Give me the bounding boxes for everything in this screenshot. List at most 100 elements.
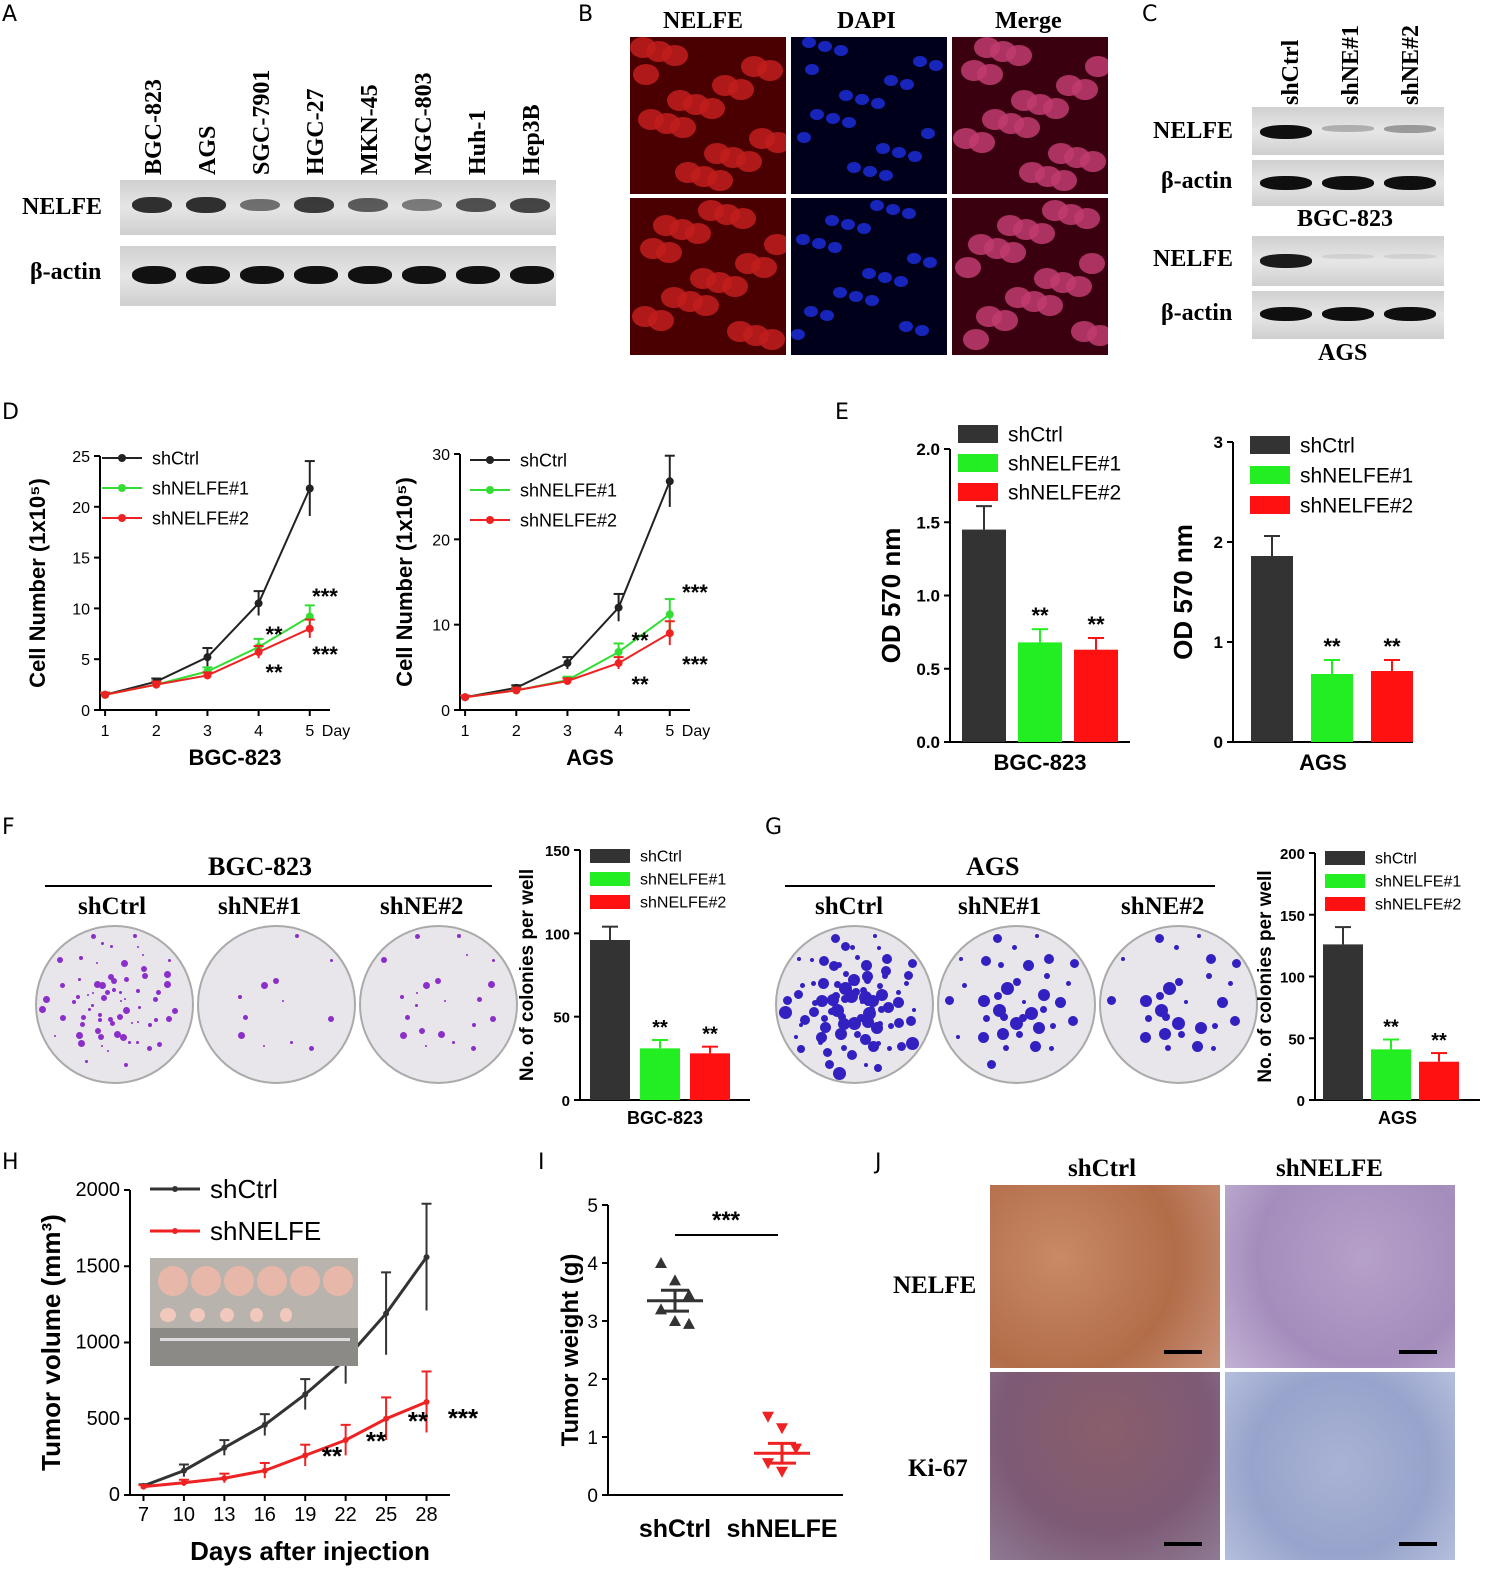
colony-dishF-0-17: [91, 1003, 95, 1007]
colony-dishF-2-15: [415, 933, 421, 939]
colony-dishF-1-9: [242, 1015, 248, 1021]
colony-dishG-1-9: [982, 1015, 990, 1023]
cell-1-1-9: [878, 272, 892, 284]
colony-title-f: BGC-823: [208, 852, 312, 881]
cell-0-0-21: [707, 170, 733, 191]
colony-dishG-0-79: [868, 1005, 876, 1013]
colony-dishF-0-40: [123, 1062, 128, 1067]
cell-1-1-10: [915, 325, 929, 337]
legend-marker: [118, 514, 126, 522]
colony-dishG-1-37: [1025, 1006, 1039, 1020]
data-point-shNELFE: [776, 1423, 788, 1435]
colony-dishG-2-9: [1144, 1015, 1152, 1023]
legend-label-shNELFE#1: shNELFE#1: [1300, 464, 1413, 487]
colony-dishG-0-72: [796, 1045, 805, 1054]
cell-1-2-20: [1037, 295, 1063, 316]
colony-dishG-0-9: [820, 1015, 828, 1023]
significance-mark: **: [1087, 612, 1105, 637]
significance-mark: **: [702, 1024, 718, 1046]
lane-label-c-2: shNE#2: [1398, 24, 1424, 105]
colony-dishG-2-7: [1163, 982, 1177, 996]
colony-dishF-0-50: [171, 1007, 178, 1014]
tumor-bot-2: [220, 1308, 234, 1322]
legend-swatch: [1325, 874, 1365, 888]
cell-0-1-7: [921, 128, 935, 140]
legend-swatch: [1250, 466, 1290, 484]
band-nelfe-a-2: [240, 198, 280, 212]
colony-dishF-1-5: [329, 958, 333, 962]
cell-1-1-2: [899, 321, 913, 333]
colony-dishF-0-22: [97, 1013, 102, 1018]
colony-dishF-0-47: [119, 991, 123, 994]
colony-dishF-2-12: [415, 992, 418, 995]
legend-label-shNELFE#2: shNELFE#2: [1375, 897, 1461, 914]
colony-dishG-0-4: [816, 995, 829, 1008]
significance-mark: **: [631, 628, 649, 653]
data-point-shCtrl: [563, 659, 572, 668]
significance-mark: **: [1383, 634, 1401, 659]
colony-dishF-0-34: [135, 988, 140, 993]
cell-1-1-1: [862, 268, 876, 280]
x-unit: Day: [322, 723, 350, 740]
colony-dishF-2-20: [381, 957, 387, 964]
y-tick-label: 2.0: [916, 440, 940, 459]
y-tick-label: 20: [432, 532, 450, 549]
y-axis-label: Cell Number (1x10⁵): [25, 478, 50, 688]
colony-dishG-0-87: [905, 1037, 919, 1051]
x-unit: Day: [682, 723, 710, 740]
colony-dishF-0-29: [138, 1005, 142, 1009]
colony-dishG-0-81: [861, 971, 873, 983]
bar-shCtrl: [962, 529, 1006, 742]
colony-dishG-1-13: [1065, 980, 1071, 986]
colony-dishF-0-56: [98, 1034, 105, 1041]
colony-rule-f: [45, 885, 492, 887]
ihc-ki67-shctrl: [990, 1372, 1220, 1560]
colony-dishG-0-78: [828, 961, 839, 972]
lane-label-a-2: SGC-7901: [249, 69, 275, 175]
legend-label-shNELFE#2: shNELFE#2: [520, 510, 617, 530]
y-tick-label: 15: [72, 551, 90, 568]
bar-shCtrl: [1251, 556, 1293, 742]
colony-dishF-1-3: [309, 1045, 315, 1051]
y-tick-label: 10: [432, 618, 450, 635]
colony-dishF-0-28: [78, 956, 83, 961]
legend-marker: [172, 1186, 178, 1192]
colony-dishG-0-5: [907, 958, 917, 968]
data-point-shNELFE#2: [254, 648, 263, 657]
y-tick-label: 10: [72, 601, 90, 618]
x-tick-label: 1: [101, 723, 110, 740]
y-axis-label: OD 570 nm: [876, 528, 906, 664]
tumor-top-0: [158, 1266, 188, 1296]
colony-dishes-g: [770, 925, 1260, 1090]
colony-dishG-0-76: [876, 982, 883, 989]
colony-dishG-2-16: [1211, 1022, 1218, 1029]
panel-label-h: H: [2, 1150, 19, 1175]
colony-dishG-2-5: [1231, 958, 1241, 968]
significance-mark: **: [265, 622, 283, 647]
band-c-2-1: [1322, 254, 1374, 259]
y-tick-label: 2: [587, 1370, 598, 1391]
colony-dishes-f: [30, 925, 520, 1090]
colony-dishG-1-10: [1035, 933, 1040, 938]
colony-dishG-0-83: [811, 981, 817, 987]
cell-1-1-13: [886, 204, 900, 216]
band-actin-a-0: [132, 266, 176, 284]
bar-shNELFE#1: [1311, 674, 1353, 742]
cell-1-1-18: [791, 329, 805, 341]
colony-dishF-0-44: [107, 974, 114, 981]
band-actin-a-5: [402, 266, 446, 284]
y-tick-label: 25: [72, 449, 90, 466]
colony-dishG-0-40: [863, 1062, 868, 1067]
blot-actin-c1: [1252, 160, 1444, 206]
colony-dishG-1-11: [1030, 1041, 1042, 1053]
data-point-shNELFE: [383, 1415, 390, 1422]
cell-1-1-8: [841, 219, 855, 231]
data-point-shCtrl: [221, 1444, 228, 1451]
colony-dishG-0-23: [849, 945, 855, 950]
colony-dishG-0-15: [831, 933, 841, 943]
cell-1-0-16: [685, 223, 711, 244]
cell-1-0-19: [656, 242, 682, 263]
cell-0-0-20: [670, 117, 696, 138]
cell-0-1-8: [818, 41, 832, 53]
cell-0-1-16: [834, 45, 848, 57]
